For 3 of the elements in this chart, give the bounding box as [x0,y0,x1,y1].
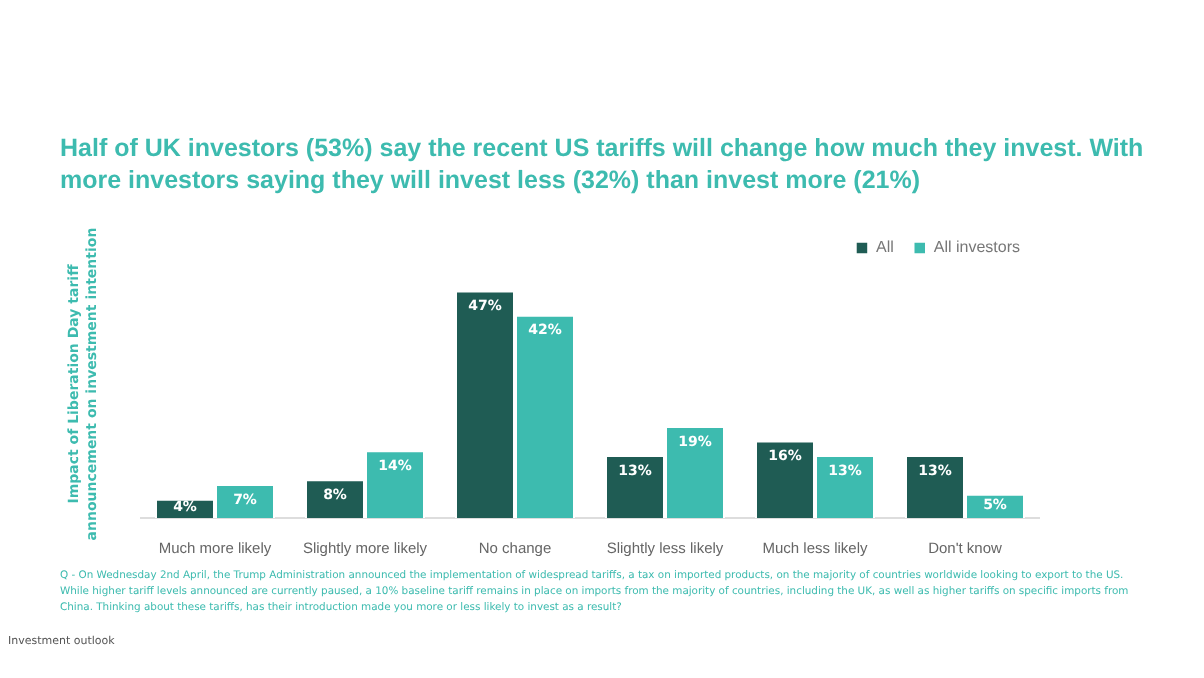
chart-title: Half of UK investors (53%) say the recent US tariffs will change how much they invest. With more investors saying they will invest less (32%) than invest more (21%) [60,132,1146,196]
legend-label: All investors [933,238,1020,257]
legend-label: All [875,238,895,257]
